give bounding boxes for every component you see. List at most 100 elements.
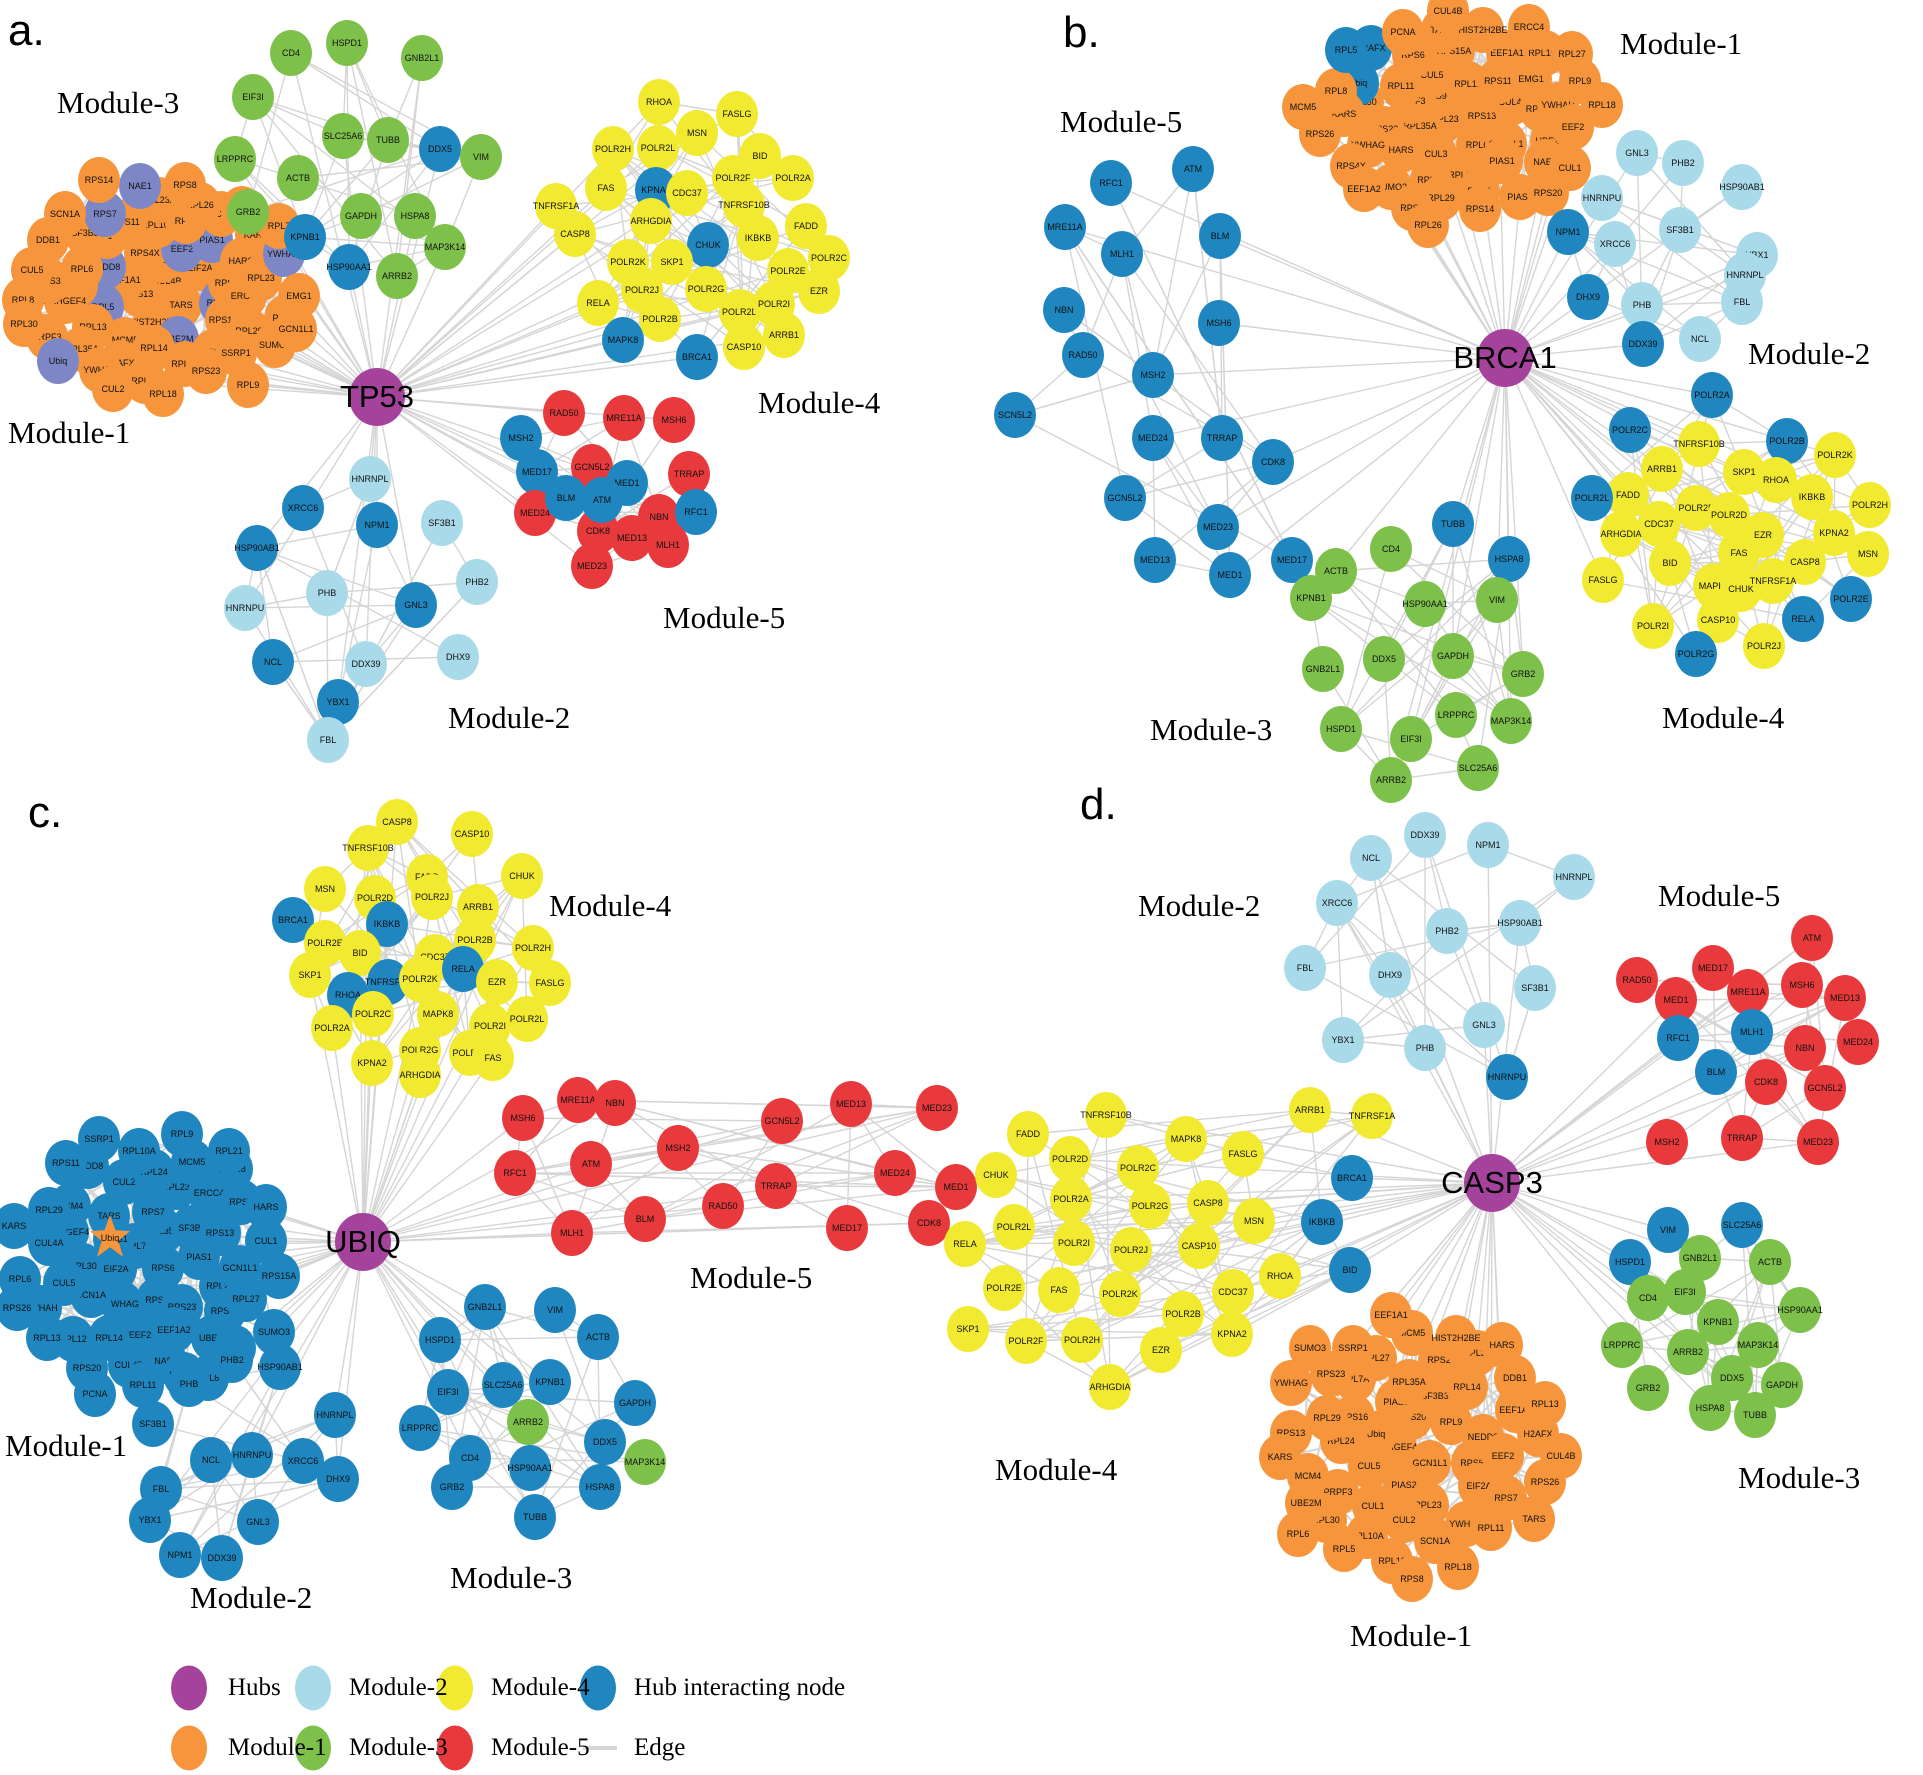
panel-b-node-POLR2J: POLR2J <box>1743 623 1785 669</box>
edge <box>1121 253 1274 463</box>
edge <box>1309 1109 1493 1184</box>
panel-a-node-HSP90AA1: HSP90AA1 <box>326 244 372 290</box>
panel-a-node-MSH6: MSH6 <box>653 397 695 443</box>
edge <box>1152 235 1221 376</box>
panel-c-node-HNRNPU: HNRNPU <box>231 1432 273 1478</box>
edge <box>964 1243 1111 1388</box>
panel-d-node-BRCA1: BRCA1 <box>1331 1155 1373 1201</box>
panel-d-node-TNFRSF1A: TNFRSF1A <box>1349 1093 1395 1139</box>
edge <box>337 396 378 703</box>
panel-b-node-EIF3I: EIF3I <box>1390 716 1432 762</box>
edge <box>251 1241 364 1456</box>
panel-c-node-SSRP1: SSRP1 <box>78 1116 120 1162</box>
panel-c-node-DHX9: DHX9 <box>317 1456 359 1502</box>
panel-d-node-HSP90AA1: HSP90AA1 <box>1777 1287 1823 1333</box>
panel-a-node-Ubiq: Ubiq <box>37 338 79 384</box>
panel-b-node-ERCC4: ERCC4 <box>1508 4 1550 50</box>
panel-d-node-POLR2C: POLR2C <box>1117 1145 1159 1191</box>
panel-c-node-SLC25A6: SLC25A6 <box>482 1362 524 1408</box>
panel-c-node-RPL29: RPL29 <box>28 1187 70 1233</box>
edge <box>1152 437 1231 576</box>
panel-b-node-POLR2I: POLR2I <box>1632 603 1674 649</box>
panel-d-node-POLR2K: POLR2K <box>1099 1271 1141 1317</box>
panel-a-node-MED13: MED13 <box>611 515 653 561</box>
panel-d-node-TUBB: TUBB <box>1734 1392 1776 1438</box>
edge <box>337 1241 364 1480</box>
panel-b-node-MAP3K14: MAP3K14 <box>1490 698 1532 744</box>
edge <box>1491 991 1749 1184</box>
edge <box>1217 357 1506 528</box>
edge <box>534 1336 599 1518</box>
panel-d-node-CDK8: CDK8 <box>1745 1059 1787 1105</box>
panel-d-node-TNFRSF10B: TNFRSF10B <box>1080 1092 1132 1138</box>
panel-d-node-DHX9: DHX9 <box>1369 952 1411 998</box>
panel-b-node-GNL3: GNL3 <box>1616 130 1658 176</box>
edge <box>1304 967 1508 1078</box>
panel-c-node-ACTB: ACTB <box>577 1314 619 1360</box>
panel-b-node-GCN5L2: GCN5L2 <box>1104 475 1146 521</box>
edge <box>577 1099 938 1109</box>
edge <box>1340 523 1454 730</box>
panel-a-node-BLM: BLM <box>545 475 587 521</box>
edge <box>362 1241 471 1459</box>
panel-d-node-YBX1: YBX1 <box>1322 1017 1364 1063</box>
panel-d-node-RPL13: RPL13 <box>1524 1381 1566 1427</box>
edge <box>256 547 329 741</box>
panel-c-node-DDX5: DDX5 <box>584 1419 626 1465</box>
panel-c-node-RFC1: RFC1 <box>494 1150 536 1196</box>
panel-a-node-POLR2L: POLR2L <box>637 125 679 171</box>
panel-b-node-CDC37: CDC37 <box>1638 501 1680 547</box>
panel-c-node-DDX39: DDX39 <box>201 1535 243 1581</box>
panel-a-node-FASLG: FASLG <box>716 91 758 137</box>
edge <box>1390 357 1506 781</box>
panel-d-node-RPL6: RPL6 <box>1277 1511 1319 1557</box>
edge <box>514 1120 783 1174</box>
panel-c-node-MED23: MED23 <box>916 1085 958 1131</box>
edge <box>1491 1182 1669 1231</box>
panel-a-node-MED17: MED17 <box>516 449 558 495</box>
panel-b-node-LRPPRC: LRPPRC <box>1435 692 1477 738</box>
edge <box>1105 1114 1111 1388</box>
panel-b-node-GNB2L1: GNB2L1 <box>1302 646 1344 692</box>
panel-d-node-POLR2E: POLR2E <box>983 1265 1025 1311</box>
panel-b-node-HNRNPU: HNRNPU <box>1581 175 1623 221</box>
edge <box>256 547 459 658</box>
panel-b-node-RFC1: RFC1 <box>1090 160 1132 206</box>
panel-d-node-MED24: MED24 <box>1837 1019 1879 1065</box>
panel-a-node-NCL: NCL <box>252 639 294 685</box>
panel-c-node-POLR2A: POLR2A <box>311 1005 353 1051</box>
panel-a-node-POLR2A: POLR2A <box>772 155 814 201</box>
edge <box>534 1402 636 1518</box>
edge <box>1491 1182 1686 1293</box>
edge <box>1110 182 1506 359</box>
edge <box>331 1027 364 1243</box>
panel-b-node-MLH1: MLH1 <box>1101 231 1143 277</box>
panel-c-node-NCL: NCL <box>190 1437 232 1483</box>
edge <box>1390 548 1524 675</box>
panel-c-node-CUL5: CUL5 <box>43 1260 85 1306</box>
panel-a-node-DHX9: DHX9 <box>437 634 479 680</box>
edge <box>1491 1081 1767 1184</box>
panel-c-node-MED1: MED1 <box>935 1164 977 1210</box>
panel-d-node-CDC37: CDC37 <box>1212 1269 1254 1315</box>
panel-c-node-HSP90AA1: HSP90AA1 <box>507 1445 553 1491</box>
panel-d-node-RPL18: RPL18 <box>1437 1544 1479 1590</box>
edge <box>1491 1141 1819 1184</box>
panel-d-node-NBN: NBN <box>1784 1025 1826 1071</box>
panel-b-node-HSPA8: HSPA8 <box>1488 536 1530 582</box>
panel-c-node-SKP1: SKP1 <box>289 952 331 998</box>
panel-a-node-HSP90AB1: HSP90AB1 <box>234 525 280 571</box>
panel-d-node-CUL4B: CUL4B <box>1540 1433 1582 1479</box>
panel-b-node-MSN: MSN <box>1847 531 1889 577</box>
panel-b-node-EEF1A2: EEF1A2 <box>1343 166 1385 212</box>
panel-d-node-POLR2D: POLR2D <box>1049 1136 1091 1182</box>
panel-c-node-NBN: NBN <box>594 1080 636 1126</box>
edge <box>376 396 536 514</box>
legend-swatch-Hub interacting node <box>580 1665 616 1711</box>
panel-a-node-RPS8: RPS8 <box>164 162 206 208</box>
panel-b-node-FBL: FBL <box>1721 279 1763 325</box>
panel-d-node-CASP10: CASP10 <box>1178 1223 1220 1269</box>
panel-c-node-TNFRSF10B: TNFRSF10B <box>342 825 394 871</box>
panel-d-node-SLC25A6: SLC25A6 <box>1721 1202 1763 1248</box>
